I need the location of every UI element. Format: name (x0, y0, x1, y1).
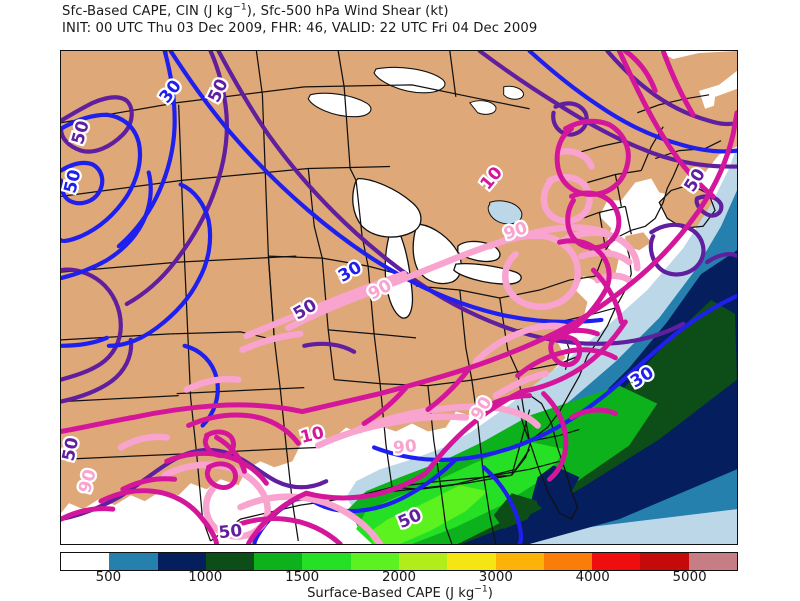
colorbar-tick-4000: 4000 (575, 570, 610, 585)
colorbar-band-500 (157, 553, 206, 570)
chart-title-line2: INIT: 00 UTC Thu 03 Dec 2009, FHR: 46, V… (62, 21, 538, 36)
colorbar-band-750 (205, 553, 255, 570)
colorbar-band-1000 (254, 553, 303, 570)
colorbar-axis-label-superscript: −1 (474, 583, 488, 595)
colorbar-tick-5000: 5000 (672, 570, 707, 585)
colorbar-band-1500 (350, 553, 399, 570)
colorbar-band-4500 (688, 553, 737, 570)
colorbar-band-2000 (447, 553, 496, 570)
colorbar-tick-3000: 3000 (478, 570, 513, 585)
colorbar-tick-labels: 500 1000 1500 2000 3000 4000 5000 (60, 570, 738, 588)
colorbar-tick-2000: 2000 (381, 570, 417, 585)
colorbar-axis-label-pre: Surface-Based CAPE (J kg (307, 586, 475, 601)
title-line1-pre: Sfc-Based CAPE, CIN (J kg (62, 4, 234, 19)
colorbar-tick-500: 500 (95, 570, 122, 585)
colorbar-band-0 (61, 553, 110, 570)
cape-shading-layer (346, 146, 737, 544)
title-line1-post: ), Sfc-500 hPa Wind Shear (kt) (246, 4, 449, 19)
chart-title-line1: Sfc-Based CAPE, CIN (J kg−1), Sfc-500 hP… (62, 3, 762, 20)
contour-label-90-13: 90 (392, 435, 418, 457)
colorbar-axis-label: Surface-Based CAPE (J kg−1) (0, 583, 800, 601)
colorbar-band-3500 (592, 553, 641, 570)
contour-label-50-16: 50 (218, 520, 244, 542)
colorbar-band-2500 (495, 553, 544, 570)
title-line1-superscript: −1 (233, 1, 247, 13)
colorbar-bands[interactable] (60, 552, 738, 571)
chart-title-block: Sfc-Based CAPE, CIN (J kg−1), Sfc-500 hP… (62, 3, 762, 37)
cape-colorbar[interactable] (60, 552, 738, 571)
colorbar-tick-1000: 1000 (188, 570, 223, 585)
cin-10-contours (61, 51, 737, 544)
colorbar-band-1250 (302, 553, 351, 570)
colorbar-tick-1500: 1500 (285, 570, 320, 585)
colorbar-band-250 (109, 553, 158, 570)
colorbar-band-1750 (398, 553, 448, 570)
forecast-map-panel[interactable]: 30 50 50 50 30 50 90 10 90 50 30 90 10 90 90 50 50 50 (60, 50, 738, 545)
colorbar-band-3000 (543, 553, 593, 570)
colorbar-band-4000 (640, 553, 689, 570)
colorbar-axis-label-post: ) (487, 586, 493, 601)
